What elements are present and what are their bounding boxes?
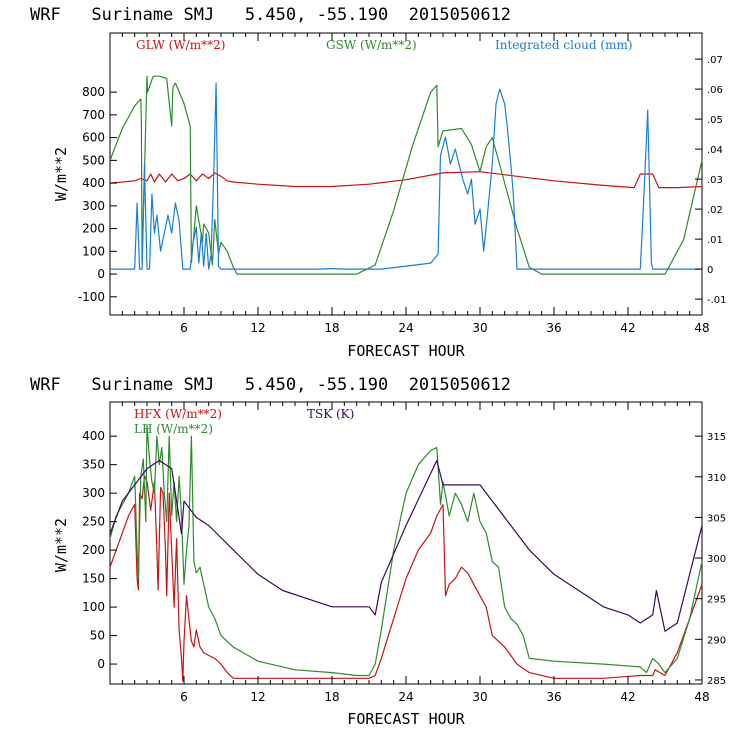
panel-2-xlabel: FORECAST HOUR <box>347 710 465 728</box>
series-line-hfx <box>109 475 703 682</box>
series-line-glw <box>109 171 703 189</box>
legend-gsw: GSW (W/m**2) <box>326 38 417 52</box>
panel-2-title: WRF Suriname SMJ 5.450, -55.190 20150506… <box>30 375 511 395</box>
y-tick-label: 300 <box>82 486 105 500</box>
legend-hfx: HFX (W/m**2) <box>134 407 222 421</box>
panel-2: WRF Suriname SMJ 5.450, -55.190 20150506… <box>30 375 726 728</box>
series-line-tsk <box>109 459 703 632</box>
y2-tick-label: 305 <box>707 513 726 524</box>
y2-tick-label: .03 <box>707 175 723 186</box>
y2-tick-label: .06 <box>707 85 723 96</box>
y2-tick-label: 310 <box>707 473 726 484</box>
y2-tick-label: -.01 <box>707 295 727 306</box>
y-tick-label: 400 <box>82 176 105 190</box>
panel-2-ylabel: W/m**2 <box>52 518 70 572</box>
y2-tick-label: 285 <box>707 676 726 687</box>
y-tick-label: 0 <box>97 657 105 671</box>
y2-tick-label: .04 <box>707 145 723 156</box>
y-tick-label: 250 <box>82 515 105 529</box>
y2-tick-label: 295 <box>707 595 726 606</box>
y-tick-label: 800 <box>82 85 105 99</box>
series-line-integrated <box>110 82 702 270</box>
panel-1: WRF Suriname SMJ 5.450, -55.190 20150506… <box>30 5 727 360</box>
legend-lh: LH (W/m**2) <box>134 422 213 436</box>
y2-tick-label: 300 <box>707 554 726 565</box>
x-tick-label: 18 <box>324 321 339 335</box>
x-tick-label: 24 <box>398 690 413 704</box>
y-tick-label: 200 <box>82 222 105 236</box>
panel-1-ylabel: W/m**2 <box>52 147 70 201</box>
panel-1-series <box>109 75 703 275</box>
y-tick-label: 300 <box>82 199 105 213</box>
y-tick-label: 200 <box>82 543 105 557</box>
y-tick-label: 50 <box>90 629 105 643</box>
y-tick-label: 600 <box>82 131 105 145</box>
y-tick-label: 100 <box>82 600 105 614</box>
x-tick-label: 30 <box>472 690 487 704</box>
x-tick-label: 30 <box>472 321 487 335</box>
panel-1-xlabel: FORECAST HOUR <box>347 342 465 360</box>
panel-2-ticks: 6 12 18 24 30 36 42 48 0 50 100 150 200 250 300 350 400 2… <box>82 402 726 704</box>
y2-tick-label: .02 <box>707 205 723 216</box>
y2-tick-label: .01 <box>707 235 723 246</box>
y-tick-label: 100 <box>82 244 105 258</box>
y-tick-label: 150 <box>82 572 105 586</box>
legend-integrated-cloud: Integrated cloud (mm) <box>495 38 633 52</box>
y2-tick-label: .05 <box>707 115 723 126</box>
x-tick-label: 36 <box>546 321 561 335</box>
y-tick-label: -100 <box>78 290 105 304</box>
x-tick-label: 42 <box>620 690 635 704</box>
x-tick-label: 18 <box>324 690 339 704</box>
legend-tsk: TSK (K) <box>307 407 354 421</box>
x-tick-label: 42 <box>620 321 635 335</box>
x-tick-label: 48 <box>694 321 709 335</box>
panel-1-plot-frame <box>109 32 703 316</box>
x-tick-label: 12 <box>250 690 265 704</box>
panel-1-ticks: 6 12 18 24 30 36 42 48 -100 0 100 200 300 400 500 600 70… <box>78 33 727 335</box>
legend-glw: GLW (W/m**2) <box>136 38 225 52</box>
x-tick-label: 24 <box>398 321 413 335</box>
x-tick-label: 6 <box>180 690 188 704</box>
y2-tick-label: 290 <box>707 635 726 646</box>
x-tick-label: 48 <box>694 690 709 704</box>
x-tick-label: 36 <box>546 690 561 704</box>
panel-2-series <box>109 424 703 682</box>
y2-tick-label: 0 <box>707 265 713 276</box>
y-tick-label: 700 <box>82 108 105 122</box>
x-tick-label: 6 <box>180 321 188 335</box>
y-tick-label: 400 <box>82 429 105 443</box>
y-tick-label: 350 <box>82 458 105 472</box>
panel-1-title: WRF Suriname SMJ 5.450, -55.190 20150506… <box>30 5 511 25</box>
y-tick-label: 500 <box>82 153 105 167</box>
y2-tick-label: .07 <box>707 55 723 66</box>
series-line-gsw <box>109 75 703 275</box>
series-line-lh <box>109 424 703 677</box>
y2-tick-label: 315 <box>707 432 726 443</box>
y-tick-label: 0 <box>97 267 105 281</box>
x-tick-label: 12 <box>250 321 265 335</box>
